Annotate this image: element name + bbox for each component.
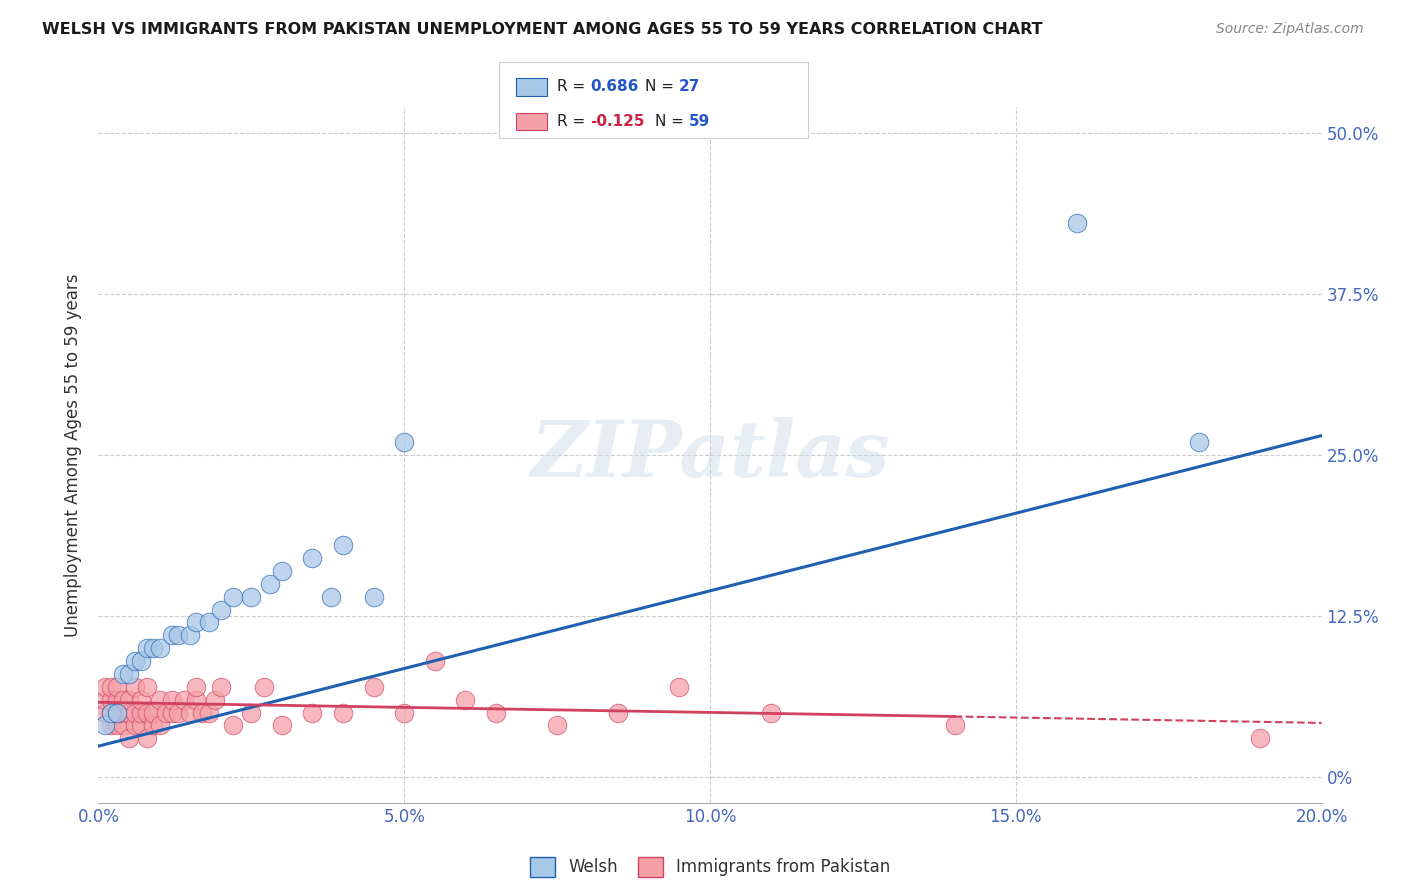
Point	[423, 654, 446, 668]
Point	[142, 641, 165, 656]
Point	[136, 706, 159, 720]
Point	[105, 706, 128, 720]
Point	[111, 667, 134, 681]
Point	[209, 602, 232, 616]
Text: R =: R =	[557, 79, 591, 95]
Point	[1188, 435, 1211, 450]
Point	[179, 706, 201, 720]
Y-axis label: Unemployment Among Ages 55 to 59 years: Unemployment Among Ages 55 to 59 years	[65, 273, 83, 637]
Point	[1066, 216, 1088, 230]
Point	[129, 692, 152, 706]
Point	[105, 718, 128, 732]
Point	[136, 680, 159, 694]
Point	[485, 706, 508, 720]
Point	[129, 654, 152, 668]
Point	[186, 615, 208, 630]
Point	[332, 706, 354, 720]
Point	[142, 718, 165, 732]
Text: 27: 27	[679, 79, 700, 95]
Point	[118, 667, 141, 681]
Text: 0.686: 0.686	[591, 79, 638, 95]
Point	[124, 654, 146, 668]
Point	[136, 731, 159, 746]
Point	[118, 706, 141, 720]
Point	[363, 590, 385, 604]
Point	[186, 680, 208, 694]
Point	[332, 538, 354, 552]
Point	[167, 706, 190, 720]
Point	[100, 706, 122, 720]
Legend: Welsh, Immigrants from Pakistan: Welsh, Immigrants from Pakistan	[522, 849, 898, 885]
Point	[124, 718, 146, 732]
Point	[93, 680, 115, 694]
Text: N =: N =	[645, 79, 679, 95]
Point	[100, 680, 122, 694]
Point	[252, 680, 274, 694]
Point	[129, 718, 152, 732]
Point	[301, 706, 323, 720]
Point	[454, 692, 477, 706]
Point	[240, 706, 263, 720]
Point	[186, 692, 208, 706]
Point	[155, 706, 177, 720]
Point	[259, 576, 281, 591]
Point	[197, 706, 219, 720]
Point	[270, 718, 292, 732]
Point	[129, 706, 152, 720]
Point	[173, 692, 195, 706]
Point	[392, 435, 416, 450]
Point	[319, 590, 342, 604]
Point	[111, 718, 134, 732]
Text: R =: R =	[557, 114, 591, 129]
Text: -0.125: -0.125	[591, 114, 645, 129]
Point	[105, 706, 128, 720]
Point	[142, 706, 165, 720]
Point	[943, 718, 966, 732]
Point	[270, 564, 292, 578]
Text: Source: ZipAtlas.com: Source: ZipAtlas.com	[1216, 22, 1364, 37]
Point	[167, 628, 190, 642]
Point	[160, 692, 183, 706]
Point	[111, 692, 134, 706]
Point	[191, 706, 214, 720]
Point	[197, 615, 219, 630]
Point	[1249, 731, 1271, 746]
Point	[546, 718, 568, 732]
Point	[160, 706, 183, 720]
Point	[363, 680, 385, 694]
Text: 59: 59	[689, 114, 710, 129]
Point	[124, 680, 146, 694]
Point	[111, 706, 134, 720]
Point	[668, 680, 690, 694]
Point	[93, 692, 115, 706]
Point	[160, 628, 183, 642]
Point	[149, 692, 172, 706]
Text: ZIPatlas: ZIPatlas	[530, 417, 890, 493]
Point	[149, 641, 172, 656]
Point	[100, 692, 122, 706]
Point	[93, 706, 115, 720]
Point	[105, 680, 128, 694]
Text: WELSH VS IMMIGRANTS FROM PAKISTAN UNEMPLOYMENT AMONG AGES 55 TO 59 YEARS CORRELA: WELSH VS IMMIGRANTS FROM PAKISTAN UNEMPL…	[42, 22, 1043, 37]
Point	[105, 692, 128, 706]
Point	[607, 706, 630, 720]
Point	[209, 680, 232, 694]
Point	[222, 718, 245, 732]
Point	[392, 706, 416, 720]
Point	[118, 731, 141, 746]
Point	[93, 718, 115, 732]
Point	[204, 692, 226, 706]
Point	[240, 590, 263, 604]
Point	[100, 718, 122, 732]
Point	[100, 706, 122, 720]
Point	[118, 692, 141, 706]
Point	[179, 628, 201, 642]
Point	[301, 551, 323, 566]
Point	[136, 641, 159, 656]
Point	[149, 718, 172, 732]
Point	[759, 706, 782, 720]
Point	[222, 590, 245, 604]
Text: N =: N =	[655, 114, 689, 129]
Point	[124, 706, 146, 720]
